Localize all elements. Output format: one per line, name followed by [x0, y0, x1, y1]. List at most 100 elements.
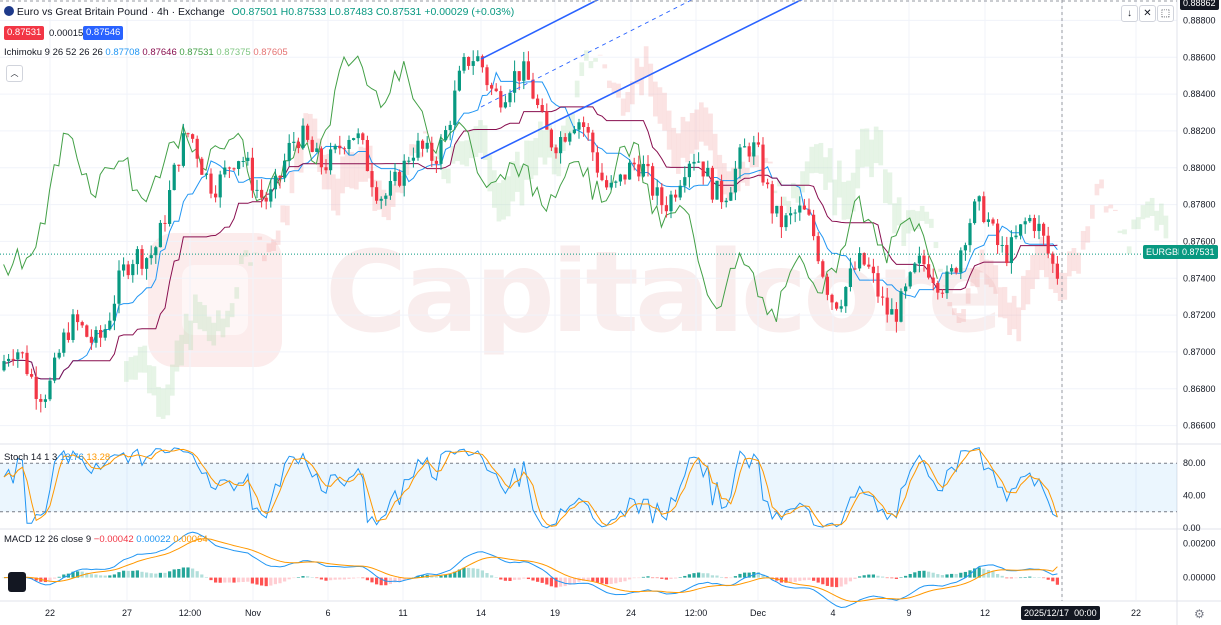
macd-histogram-bar [646, 576, 650, 578]
cloud-segment [896, 197, 902, 226]
macd-histogram-bar [223, 577, 227, 583]
macd-histogram-bar [641, 576, 645, 578]
macd-histogram-bar [821, 577, 825, 585]
macd-histogram-bar [913, 572, 917, 578]
candle-body [310, 139, 314, 153]
macd-histogram-bar [853, 577, 857, 580]
sell-price-button[interactable]: 0.87531 [4, 26, 45, 40]
ichimoku-legend[interactable]: Ichimoku 9 26 52 26 26 0.87708 0.87646 0… [4, 47, 288, 58]
candle-body [1000, 244, 1004, 246]
cloud-segment [666, 110, 672, 150]
macd-histogram-bar [950, 573, 954, 578]
channel-upper-line [480, 0, 599, 60]
macd-histogram-bar [793, 577, 797, 582]
settings-gear-icon[interactable]: ⚙ [1194, 607, 1205, 621]
cloud-segment [124, 361, 129, 382]
cloud-segment [395, 172, 401, 193]
cloud-segment [781, 196, 787, 206]
candle-body [319, 148, 323, 168]
price-tick-label: 0.88600 [1183, 52, 1216, 62]
cloud-segment [763, 157, 769, 164]
macd-histogram-bar [899, 577, 903, 578]
candle-body [655, 187, 659, 196]
candle-body [158, 222, 162, 248]
candle-body [858, 253, 862, 269]
candle-body [34, 376, 38, 399]
macd-histogram-bar [103, 575, 107, 578]
price-tick-label: 0.88400 [1183, 89, 1216, 99]
close-icon[interactable]: ✕ [1139, 5, 1156, 22]
tradingview-logo-icon [8, 572, 26, 592]
cloud-segment [565, 117, 571, 140]
candle-body [361, 133, 365, 141]
candle-body [747, 146, 751, 157]
candle-body [7, 358, 11, 362]
stoch-legend[interactable]: Stoch 14 1 3 13.76 13.28 [4, 452, 111, 463]
macd-histogram-bar [835, 577, 839, 588]
macd-histogram-bar [536, 577, 540, 582]
cloud-segment [1016, 307, 1022, 342]
cloud-segment [1154, 210, 1160, 231]
macd-legend[interactable]: MACD 12 26 close 9 −0.00042 0.00022 0.00… [4, 534, 208, 545]
cloud-segment [312, 118, 318, 151]
buy-price-button[interactable]: 0.87546 [83, 26, 124, 40]
cloud-segment [846, 180, 851, 220]
cloud-segment [1103, 206, 1109, 213]
macd-histogram-bar [186, 567, 190, 578]
stoch-band [0, 463, 1177, 512]
candle-body [416, 140, 420, 158]
cloud-segment [275, 230, 281, 245]
cloud-segment [722, 163, 727, 195]
arrow-down-icon[interactable]: ↓ [1121, 5, 1138, 22]
macd-histogram-bar [945, 574, 949, 578]
macd-histogram-bar [710, 575, 714, 578]
cloud-segment [482, 125, 488, 160]
candle-body [867, 264, 871, 267]
collapse-legend-icon[interactable]: ︿ [6, 65, 23, 82]
cloud-segment [179, 334, 184, 366]
cloud-segment [464, 140, 470, 167]
candle-body [881, 296, 885, 298]
macd-histogram-bar [798, 577, 802, 581]
macd-histogram-bar [963, 571, 967, 578]
cloud-segment [1062, 272, 1068, 300]
macd-histogram-bar [687, 574, 691, 578]
time-tick-label: 19 [550, 608, 560, 618]
cloud-segment [685, 121, 690, 163]
macd-histogram-bar [674, 577, 678, 579]
cloud-segment [183, 313, 189, 344]
expand-icon[interactable]: ⬚ [1157, 5, 1174, 22]
candle-body [1042, 223, 1046, 236]
candle-body [853, 268, 857, 270]
cloud-segment [680, 116, 686, 158]
cloud-segment [933, 241, 939, 249]
macd-histogram-bar [522, 577, 526, 579]
cloud-segment [970, 268, 976, 287]
cloud-segment [326, 153, 332, 190]
candle-body [894, 309, 898, 322]
candle-body [103, 329, 107, 338]
candle-body [559, 137, 563, 154]
cloud-segment [961, 309, 966, 322]
cloud-segment [1030, 254, 1035, 290]
cloud-segment [947, 302, 953, 307]
cloud-segment [1021, 275, 1026, 311]
macd-histogram-bar [301, 576, 305, 578]
macd-histogram-bar [1023, 577, 1027, 578]
cloud-segment [542, 130, 548, 165]
candle-body [296, 141, 300, 149]
cloud-segment [211, 322, 217, 346]
candle-body [986, 219, 990, 223]
cloud-segment [446, 168, 451, 184]
macd-histogram-bar [540, 577, 544, 583]
macd-histogram-bar [706, 573, 710, 578]
candle-body [669, 194, 673, 212]
candle-body [839, 306, 843, 309]
candle-body [338, 145, 342, 149]
time-tick-label: 6 [325, 608, 330, 618]
cloud-segment [1057, 272, 1063, 301]
macd-histogram-bar [582, 577, 586, 581]
macd-histogram-bar [333, 577, 337, 580]
macd-histogram-bar [812, 577, 816, 581]
